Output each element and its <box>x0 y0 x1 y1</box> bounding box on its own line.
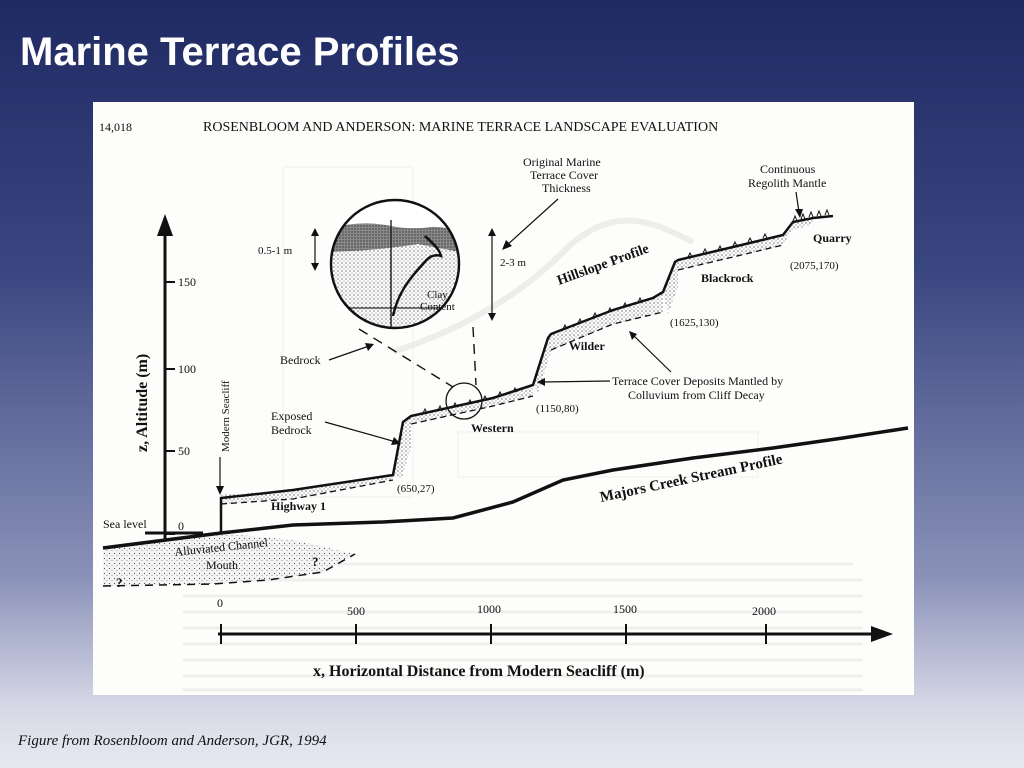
unknown-depth-1: ? <box>116 575 123 590</box>
clay-label-1: Clay <box>427 289 448 301</box>
bleed-through-background <box>183 166 863 692</box>
alluvium-base-dashed <box>102 553 356 587</box>
modern-seacliff-label: Modern Seacliff <box>220 380 232 452</box>
x-tick-1000: 1000 <box>477 602 501 616</box>
inset-focus-circle <box>445 382 483 420</box>
terrace-western: Western <box>471 421 514 435</box>
y-tick-150: 150 <box>178 275 196 289</box>
coord-1625-130: (1625,130) <box>670 317 719 329</box>
regolith-pointer <box>795 191 800 213</box>
terrace-cover-deposits <box>221 218 813 504</box>
y-tick-0: 0 <box>178 519 184 533</box>
figure-panel: 14,018 ROSENBLOOM AND ANDERSON: MARINE T… <box>93 102 914 695</box>
x-tick-2000: 2000 <box>752 604 776 618</box>
inset-dashed-connector-2 <box>472 326 477 386</box>
y-axis <box>157 214 175 552</box>
seacliff-pointer-head <box>216 486 224 495</box>
unknown-depth-2: ? <box>312 554 319 569</box>
terrace-profile-diagram: 14,018 ROSENBLOOM AND ANDERSON: MARINE T… <box>99 120 909 692</box>
terrace-cover-pointer-2 <box>632 334 672 373</box>
regolith-label-1: Continuous <box>760 162 816 176</box>
coord-2075-170: (2075,170) <box>790 260 839 272</box>
thickness-right-arrow-bottom <box>488 313 496 321</box>
alluvium-wedge <box>103 533 355 586</box>
original-cover-label-3: Thickness <box>542 181 591 195</box>
bedrock-pointer-head <box>365 343 374 351</box>
original-cover-pointer <box>505 198 559 247</box>
thickness-left-arrow-top <box>311 228 319 236</box>
clay-label-2: Content <box>420 301 455 313</box>
exposed-bedrock-pointer-head <box>391 437 401 445</box>
exposed-bedrock-label-1: Exposed <box>271 409 312 423</box>
y-axis-label: z, Altitude (m) <box>134 354 151 452</box>
terrace-wilder: Wilder <box>569 339 605 353</box>
exposed-bedrock-pointer <box>324 421 397 443</box>
regolith-pointer-head <box>795 209 803 218</box>
inset-soil-profile <box>331 200 459 328</box>
bedrock-label: Bedrock <box>280 353 321 367</box>
thickness-right-arrow-top <box>488 228 496 236</box>
terrace-cover-pointer-1 <box>541 380 611 383</box>
x-axis-label: x, Horizontal Distance from Modern Seacl… <box>313 663 645 680</box>
exposed-bedrock-label-2: Bedrock <box>271 423 312 437</box>
terrace-highway-1: Highway 1 <box>271 499 326 513</box>
x-axis <box>218 624 893 644</box>
slide-title: Marine Terrace Profiles <box>20 30 460 74</box>
x-tick-500: 500 <box>347 604 365 618</box>
stream-profile-line <box>102 426 909 550</box>
figure-caption: Figure from Rosenbloom and Anderson, JGR… <box>18 733 327 749</box>
inset-thickness-left: 0.5-1 m <box>258 245 293 257</box>
coord-1150-80: (1150,80) <box>536 403 579 415</box>
regolith-label-2: Regolith Mantle <box>748 176 826 190</box>
terrace-cover-label-2: Colluvium from Cliff Decay <box>628 388 765 402</box>
running-header: ROSENBLOOM AND ANDERSON: MARINE TERRACE … <box>203 120 718 135</box>
terrace-quarry: Quarry <box>813 231 852 245</box>
terrace-cover-label-1: Terrace Cover Deposits Mantled by <box>612 374 783 388</box>
y-tick-100: 100 <box>178 362 196 376</box>
page-number: 14,018 <box>99 120 132 134</box>
original-cover-label-2: Terrace Cover <box>530 168 598 182</box>
thickness-left-arrow-bottom <box>311 263 319 271</box>
original-cover-pointer-head <box>502 240 512 250</box>
y-tick-50: 50 <box>178 444 190 458</box>
terrace-cover-pointer-1-head <box>537 378 545 386</box>
inset-dashed-connector-1 <box>358 328 454 388</box>
x-tick-0: 0 <box>217 596 223 610</box>
terrace-cover-pointer-2-head <box>629 331 637 340</box>
original-cover-label-1: Original Marine <box>523 155 601 169</box>
bedrock-interface-dashed <box>220 244 784 505</box>
coord-650-27: (650,27) <box>397 483 435 495</box>
surface-hatch-marks <box>422 208 830 414</box>
x-tick-1500: 1500 <box>613 602 637 616</box>
alluviated-label-2: Mouth <box>206 558 238 572</box>
inset-circle <box>329 198 461 330</box>
terrace-blackrock: Blackrock <box>701 271 754 285</box>
inset-thickness-right: 2-3 m <box>500 257 526 269</box>
bedrock-pointer <box>328 345 370 361</box>
sea-level-label: Sea level <box>103 517 147 531</box>
